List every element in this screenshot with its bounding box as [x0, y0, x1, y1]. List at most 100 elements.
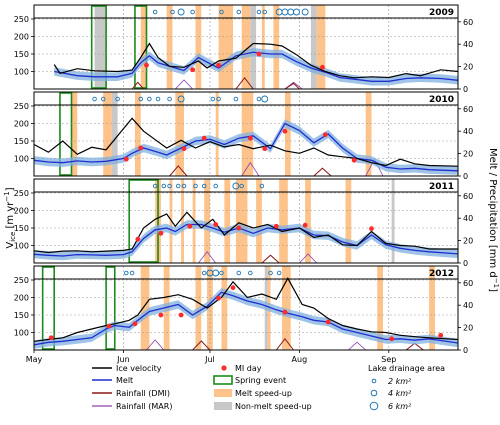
nonmelt-speedup-span: [391, 179, 395, 263]
mi-day-marker: [256, 51, 262, 57]
melt-speedup-span: [429, 266, 435, 350]
lake-drainage-marker: [115, 96, 120, 102]
mi-day-marker: [158, 230, 164, 236]
melt-speedup-span: [224, 179, 231, 263]
melt-speedup-span: [279, 179, 288, 263]
melt-speedup-span: [134, 92, 141, 176]
panel-2009: 2009 100 150 200 250 0 20 40 60: [14, 4, 473, 94]
nonmelt-speedup-span: [250, 5, 257, 89]
mi-day-marker: [181, 146, 187, 152]
lake-drainage-marker: [175, 183, 181, 189]
mi-day-marker: [178, 312, 184, 318]
y-right-tick-label: 60: [463, 279, 473, 288]
melt-line: [34, 122, 458, 172]
panels: 2009100150200250020406020101001502002500…: [14, 4, 473, 355]
mi-day-marker: [230, 285, 236, 291]
lake-drainage-marker: [248, 270, 253, 276]
mi-day-marker: [282, 309, 288, 315]
y-right-tick-label: 20: [463, 324, 473, 333]
panel-year: 2012: [429, 269, 454, 279]
panel-frame: [33, 265, 459, 351]
y-right-tick-label: 40: [463, 214, 473, 223]
mi-day-marker: [190, 67, 196, 73]
lake-drainage-marker: [92, 96, 97, 102]
ice-velocity-line: [34, 211, 458, 254]
lake-drainage-marker: [236, 9, 242, 15]
spring-event-box: [134, 5, 148, 89]
lake-drainage-marker: [177, 95, 185, 103]
legend-mi-day-label: MI day: [235, 364, 262, 373]
mi-day-marker: [351, 157, 357, 163]
y-left-tick-label: 250: [14, 102, 29, 111]
y-right-tick-label: 20: [463, 237, 473, 246]
lake-drainage-marker: [233, 96, 239, 102]
y-left-tick-label: 150: [14, 311, 29, 320]
panel-frame: [33, 178, 459, 264]
melt-speedup-span: [256, 179, 262, 263]
x-axis: May Jun Jul Aug Sep: [26, 350, 396, 364]
lake-drainage-marker: [232, 182, 240, 190]
panel-2010: 2010 100 150 200 250 0 20 40 60: [14, 91, 473, 181]
mi-day-marker: [158, 312, 164, 318]
lake-drainage-marker: [129, 270, 135, 276]
lake-drainage-marker: [193, 183, 198, 189]
legend-lake-2-swatch: [371, 378, 377, 384]
melt-speedup-span: [261, 5, 265, 89]
mi-day-marker: [262, 146, 268, 152]
legend-lake-title: Lake drainage area: [368, 364, 445, 373]
y-left-tick-label: 100: [14, 329, 29, 338]
lake-drainage-marker: [268, 270, 273, 276]
legend-mi-day-swatch: [221, 365, 227, 371]
legend-melt-speedup-label: Melt speed-up: [235, 389, 292, 398]
melt-speedup-span: [215, 92, 219, 176]
y-right-tick-label: 20: [463, 150, 473, 159]
y-left-tick-label: 200: [14, 120, 29, 129]
melt-speedup-span: [204, 179, 210, 263]
melt-speedup-span: [195, 5, 202, 89]
lake-drainage-marker: [293, 8, 300, 16]
melt-speedup-span: [175, 92, 184, 176]
spring-event-box: [105, 266, 116, 350]
melt-speedup-span: [345, 179, 352, 263]
legend-lake-4-label: 4 km²: [388, 389, 412, 398]
lake-drainage-marker: [261, 95, 269, 103]
y-left-tick-label: 150: [14, 50, 29, 59]
rainfall-dmi-line: [34, 76, 458, 89]
melt-speedup-span: [316, 5, 326, 89]
y-right-label: Melt / Precipitation [mm d−1]: [487, 148, 500, 292]
y-left-tick-label: 250: [14, 276, 29, 285]
melt-speedup-span: [273, 5, 280, 89]
legend-nonmelt-speedup-label: Non-melt speed-up: [235, 402, 312, 411]
panel-2012: 2012 100 150 200 250 0 20 40 60: [14, 265, 473, 355]
lake-drainage-marker: [201, 183, 207, 189]
panel-year: 2009: [429, 8, 454, 18]
lake-drainage-marker: [167, 183, 172, 189]
mi-day-marker: [247, 135, 253, 141]
lake-drainage-marker: [177, 8, 185, 16]
y-left-tick-label: 250: [14, 189, 29, 198]
y-left-tick-label: 150: [14, 224, 29, 233]
mi-day-marker: [144, 62, 149, 68]
mi-day-marker: [325, 319, 331, 325]
legend-lake-6-swatch: [369, 401, 379, 411]
lake-drainage-marker: [100, 96, 106, 102]
ice-velocity-line: [34, 277, 458, 342]
y-right-tick-label: 40: [463, 301, 473, 310]
melt-uncertainty-band: [54, 48, 458, 86]
nonmelt-speedup-span: [94, 5, 107, 89]
lake-drainage-marker: [301, 8, 309, 16]
melt-line: [54, 51, 458, 82]
mi-day-marker: [389, 336, 395, 342]
melt-speedup-span: [305, 179, 311, 263]
x-tick-label: Aug: [292, 355, 308, 364]
legend-spring-swatch: [213, 375, 233, 385]
mi-day-marker: [48, 335, 54, 341]
panel-frame: [33, 91, 459, 177]
mi-day-marker: [132, 321, 138, 327]
legend-melt-speedup-swatch: [214, 389, 232, 397]
lake-drainage-marker: [201, 270, 207, 276]
mi-day-marker: [302, 222, 308, 228]
rainfall-mar-line: [34, 251, 458, 263]
lake-drainage-marker: [281, 8, 289, 16]
lake-drainage-marker: [276, 270, 282, 276]
